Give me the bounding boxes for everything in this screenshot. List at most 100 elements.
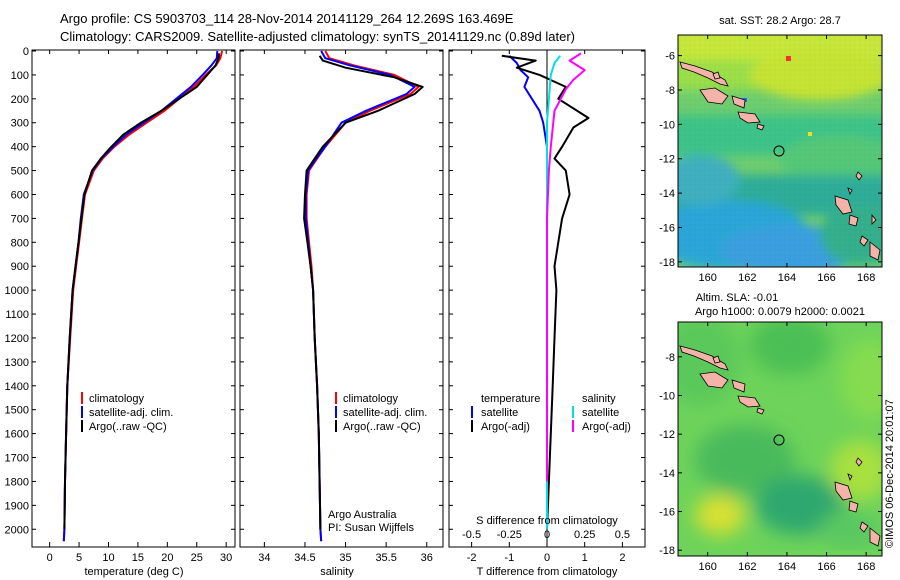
lon-tick-label: 166 (817, 272, 835, 284)
lon-tick-label: 168 (857, 561, 875, 573)
lon-tick-label: 168 (857, 272, 875, 284)
depth-tick-label: 1300 (5, 357, 29, 369)
x-tick-label: 35.5 (375, 552, 396, 564)
legend-label-s-argo: Argo(-adj) (582, 421, 631, 433)
x-tick-label: 34.5 (294, 552, 315, 564)
series-line-argo-raw-qc- (303, 55, 424, 530)
s-diff-tick-label: 0.5 (615, 529, 630, 541)
x-tick-label: 0 (47, 552, 53, 564)
depth-tick-label: 1000 (5, 285, 29, 297)
depth-tick-label: 1900 (5, 500, 29, 512)
figure-title-line2: Climatology: CARS2009. Satellite-adjuste… (60, 29, 575, 44)
s-diff-tick-label: 0.25 (574, 529, 595, 541)
x-tick-label: 36 (421, 552, 433, 564)
x-tick-label: 1 (582, 552, 588, 564)
depth-tick-label: 2000 (5, 524, 29, 536)
series-line-climatology (305, 50, 420, 542)
sla-map (678, 322, 882, 556)
lat-tick-label: -10 (659, 119, 675, 131)
lat-tick-label: -12 (659, 154, 675, 166)
legend-label-t-satellite: satellite (481, 407, 518, 419)
salinity-legend: climatology satellite-adj. clim. Argo(..… (328, 392, 427, 534)
depth-tick-label: 700 (11, 213, 29, 225)
depth-tick-label: 1800 (5, 476, 29, 488)
legend-label-argo: Argo(..raw -QC) (89, 421, 167, 433)
s-diff-tick-label: -0.25 (497, 529, 522, 541)
lon-tick-label: 162 (738, 561, 756, 573)
sst-map-title: sat. SST: 28.2 Argo: 28.7 (719, 15, 841, 27)
x-tick-label: -1 (504, 552, 514, 564)
depth-tick-label: 1500 (5, 405, 29, 417)
lat-tick-label: -8 (665, 85, 675, 97)
depth-tick-label: 100 (11, 70, 29, 82)
legend-label-satellite: satellite-adj. clim. (343, 407, 427, 419)
s-difference-xlabel: S difference from climatology (476, 515, 618, 527)
x-tick-label: 20 (161, 552, 173, 564)
series-line-argo-raw-qc- (63, 53, 221, 530)
sst-map-axes: 160 162 164 166 168 -6 -8 -10 -12 -14 -16 -18 (659, 35, 882, 284)
depth-tick-label: 600 (11, 189, 29, 201)
figure-title-line1: Argo profile: CS 5903703_114 28-Nov-2014… (60, 11, 514, 26)
lat-tick-label: -16 (659, 507, 675, 519)
x-tick-label: 2 (619, 552, 625, 564)
depth-tick-label: 1100 (5, 309, 29, 321)
legend-label-argo: Argo(..raw -QC) (343, 421, 421, 433)
s-diff-tick-label: -0.5 (462, 529, 481, 541)
annotation-argo-australia: Argo Australia (328, 509, 397, 521)
legend-label-s-satellite: satellite (582, 407, 619, 419)
legend-title-temperature: temperature (481, 393, 540, 405)
lat-tick-label: -12 (659, 429, 675, 441)
depth-tick-label: 800 (11, 237, 29, 249)
argo-position-marker (773, 145, 785, 157)
x-tick-label: 25 (191, 552, 203, 564)
temperature-plot: 0 5 10 15 20 25 30 (47, 50, 232, 564)
sla-map-frame (677, 321, 883, 557)
depth-tick-label: 200 (11, 94, 29, 106)
series-line-satellite-adj-clim- (304, 50, 416, 542)
difference-legend: temperature satellite Argo(-adj) salinit… (471, 393, 631, 433)
x-tick-label: 0 (544, 552, 550, 564)
x-tick-label: 5 (76, 552, 82, 564)
x-tick-label: 35 (339, 552, 351, 564)
legend-label-satellite: satellite-adj. clim. (89, 407, 173, 419)
depth-tick-label: 1400 (5, 381, 29, 393)
series-line-argo-adj- (501, 54, 590, 530)
lon-tick-label: 160 (699, 561, 717, 573)
x-tick-label: 15 (132, 552, 144, 564)
salinity-plot-frame (239, 49, 444, 548)
sst-map (678, 35, 882, 267)
lon-tick-label: 164 (778, 561, 796, 573)
lat-tick-label: -18 (659, 257, 675, 269)
lat-tick-label: -6 (665, 51, 675, 63)
lat-tick-label: -10 (659, 390, 675, 402)
series-line-satellite (508, 55, 548, 530)
annotation-pi-name: PI: Susan Wijffels (328, 522, 414, 534)
depth-tick-label: 900 (11, 261, 29, 273)
depth-tick-label: 1700 (5, 453, 29, 465)
series-line-climatology (62, 50, 224, 542)
depth-tick-label: 1200 (5, 333, 29, 345)
depth-tick-label: 400 (11, 142, 29, 154)
temperature-legend: climatology satellite-adj. clim. Argo(..… (81, 392, 173, 433)
lon-tick-label: 162 (738, 272, 756, 284)
legend-label-climatology: climatology (89, 393, 145, 405)
legend-title-salinity: salinity (582, 393, 616, 405)
depth-tick-label: 300 (11, 118, 29, 130)
depth-tick-label: 1600 (5, 429, 29, 441)
t-difference-xlabel: T difference from climatology (477, 566, 618, 578)
lat-tick-label: -8 (665, 352, 675, 364)
x-tick-label: 34 (258, 552, 270, 564)
depth-tick-label: 500 (11, 166, 29, 178)
sla-map-axes: 160 162 164 166 168 -8 -10 -12 -14 -16 -18 (659, 322, 882, 573)
lat-tick-label: -18 (659, 545, 675, 557)
legend-label-climatology: climatology (343, 393, 399, 405)
lon-tick-label: 160 (699, 272, 717, 284)
lon-tick-label: 164 (778, 272, 796, 284)
depth-tick-label: 0 (23, 46, 29, 58)
x-tick-label: -2 (467, 552, 477, 564)
x-tick-label: 30 (220, 552, 232, 564)
sst-map-frame (677, 34, 883, 268)
argo-position-marker (773, 434, 785, 446)
series-line-satellite-adj-clim- (62, 50, 219, 542)
